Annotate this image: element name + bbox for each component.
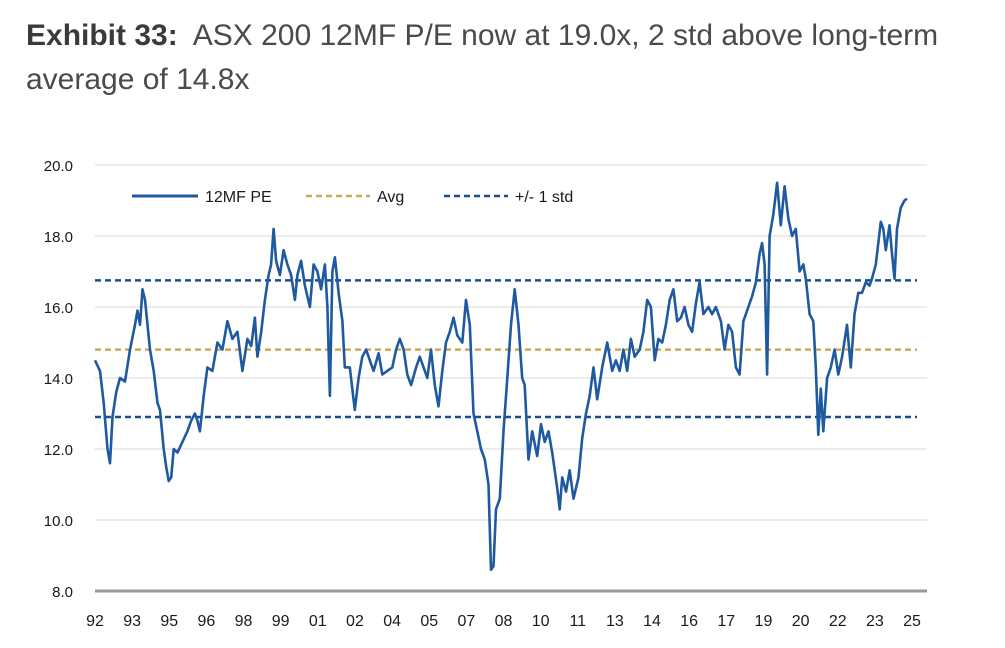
x-tick-label: 20 (792, 613, 810, 630)
x-tick-label: 14 (643, 613, 661, 630)
exhibit-label: Exhibit 33: (26, 19, 178, 52)
y-tick-label: 10.0 (44, 513, 73, 530)
x-tick-label: 13 (606, 613, 624, 630)
y-tick-label: 14.0 (44, 371, 73, 388)
legend-std-label: +/- 1 std (515, 189, 573, 206)
legend-pe-label: 12MF PE (205, 189, 272, 206)
y-tick-label: 18.0 (44, 229, 73, 246)
y-tick-label: 8.0 (52, 584, 73, 601)
y-axis-ticks: 8.0 10.0 12.0 14.0 16.0 18.0 20.0 (44, 158, 73, 601)
x-tick-label: 98 (235, 613, 253, 630)
x-tick-label: 22 (829, 613, 847, 630)
x-tick-label: 11 (569, 613, 586, 630)
x-tick-label: 96 (198, 613, 216, 630)
x-tick-label: 02 (346, 613, 364, 630)
x-tick-label: 17 (717, 613, 735, 630)
x-tick-label: 08 (495, 613, 513, 630)
x-tick-label: 07 (457, 613, 475, 630)
x-tick-label: 99 (272, 613, 290, 630)
chart-title: Exhibit 33: ASX 200 12MF P/E now at 19.0… (26, 14, 986, 102)
x-tick-label: 19 (755, 613, 773, 630)
x-tick-label: 01 (309, 613, 327, 630)
x-tick-label: 93 (123, 613, 141, 630)
x-tick-label: 10 (532, 613, 550, 630)
pe-series-line (93, 181, 908, 571)
x-tick-label: 25 (903, 613, 921, 630)
title-text: ASX 200 12MF P/E now at 19.0x, 2 std abo… (26, 19, 939, 96)
x-axis-ticks: 92 93 95 96 98 99 01 02 04 05 07 08 10 11 13 14 16 17 19 20… (86, 613, 921, 630)
legend: 12MF PE Avg +/- 1 std (132, 189, 573, 206)
y-tick-label: 20.0 (44, 158, 73, 175)
gridlines (95, 164, 927, 521)
legend-avg-label: Avg (377, 189, 404, 206)
y-tick-label: 16.0 (44, 300, 73, 317)
x-tick-label: 92 (86, 613, 104, 630)
y-tick-label: 12.0 (44, 442, 73, 459)
x-tick-label: 16 (680, 613, 698, 630)
x-tick-label: 23 (866, 613, 884, 630)
x-tick-label: 05 (420, 613, 438, 630)
x-tick-label: 95 (160, 613, 178, 630)
x-tick-label: 04 (383, 613, 401, 630)
